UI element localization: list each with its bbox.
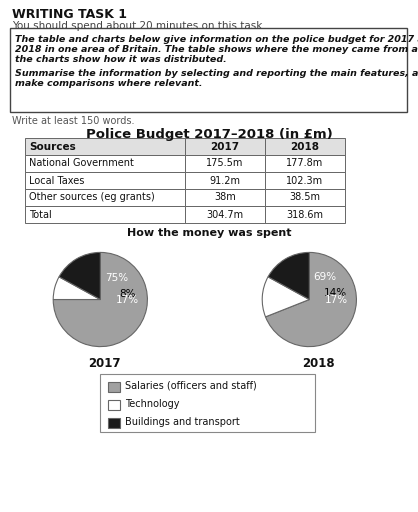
Text: 318.6m: 318.6m bbox=[286, 209, 324, 220]
Bar bbox=[25, 206, 185, 223]
Bar bbox=[108, 382, 120, 392]
Text: 175.5m: 175.5m bbox=[206, 159, 244, 168]
Text: Salaries (officers and staff): Salaries (officers and staff) bbox=[125, 381, 257, 391]
Text: WRITING TASK 1: WRITING TASK 1 bbox=[12, 8, 127, 21]
Wedge shape bbox=[53, 252, 148, 347]
Bar bbox=[185, 155, 265, 172]
Text: Write at least 150 words.: Write at least 150 words. bbox=[12, 116, 135, 126]
Text: 38.5m: 38.5m bbox=[290, 193, 321, 203]
Text: Police Budget 2017–2018 (in £m): Police Budget 2017–2018 (in £m) bbox=[86, 128, 332, 141]
Bar bbox=[25, 172, 185, 189]
Bar bbox=[185, 189, 265, 206]
Text: You should spend about 20 minutes on this task.: You should spend about 20 minutes on thi… bbox=[12, 21, 266, 31]
Bar bbox=[108, 400, 120, 410]
Text: The table and charts below give information on the police budget for 2017 and: The table and charts below give informat… bbox=[15, 35, 418, 44]
Text: 304.7m: 304.7m bbox=[206, 209, 244, 220]
Wedge shape bbox=[265, 252, 357, 347]
Text: 69%: 69% bbox=[313, 272, 336, 282]
FancyBboxPatch shape bbox=[10, 28, 407, 112]
Text: Buildings and transport: Buildings and transport bbox=[125, 417, 240, 427]
Bar bbox=[185, 172, 265, 189]
Bar bbox=[185, 206, 265, 223]
Bar bbox=[185, 138, 265, 155]
Text: 2018 in one area of Britain. The table shows where the money came from and: 2018 in one area of Britain. The table s… bbox=[15, 45, 418, 54]
Text: Technology: Technology bbox=[125, 399, 179, 409]
Wedge shape bbox=[53, 277, 100, 300]
Bar bbox=[265, 206, 345, 223]
Text: 2017: 2017 bbox=[88, 357, 120, 370]
Text: the charts show how it was distributed.: the charts show how it was distributed. bbox=[15, 55, 227, 64]
Text: Local Taxes: Local Taxes bbox=[29, 176, 84, 185]
Bar bbox=[265, 138, 345, 155]
Bar bbox=[265, 189, 345, 206]
FancyBboxPatch shape bbox=[100, 374, 315, 432]
Bar bbox=[108, 418, 120, 428]
Text: 177.8m: 177.8m bbox=[286, 159, 324, 168]
Text: Summarise the information by selecting and reporting the main features, and: Summarise the information by selecting a… bbox=[15, 69, 418, 78]
Text: National Government: National Government bbox=[29, 159, 134, 168]
Bar bbox=[265, 172, 345, 189]
Bar bbox=[25, 155, 185, 172]
Text: 2017: 2017 bbox=[210, 141, 240, 152]
Text: 17%: 17% bbox=[116, 295, 139, 305]
Wedge shape bbox=[59, 252, 100, 300]
Text: Total: Total bbox=[29, 209, 52, 220]
Text: 2018: 2018 bbox=[291, 141, 319, 152]
Text: 75%: 75% bbox=[105, 273, 128, 283]
Bar bbox=[25, 138, 185, 155]
Text: 2018: 2018 bbox=[302, 357, 334, 370]
Text: 102.3m: 102.3m bbox=[286, 176, 324, 185]
Bar bbox=[25, 189, 185, 206]
Bar bbox=[265, 155, 345, 172]
Wedge shape bbox=[268, 252, 309, 300]
Text: 91.2m: 91.2m bbox=[209, 176, 240, 185]
Text: How the money was spent: How the money was spent bbox=[127, 228, 291, 238]
Text: 38m: 38m bbox=[214, 193, 236, 203]
Text: Other sources (eg grants): Other sources (eg grants) bbox=[29, 193, 155, 203]
Text: make comparisons where relevant.: make comparisons where relevant. bbox=[15, 79, 202, 88]
Text: 8%: 8% bbox=[119, 289, 135, 300]
Wedge shape bbox=[262, 277, 309, 317]
Text: 14%: 14% bbox=[324, 288, 347, 298]
Text: 17%: 17% bbox=[325, 295, 348, 305]
Text: Sources: Sources bbox=[29, 141, 76, 152]
